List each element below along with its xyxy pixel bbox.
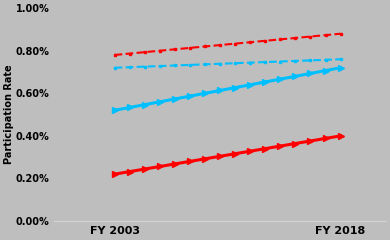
AI/AN Male CLF 2010	[323, 34, 328, 36]
AI/AN Female CLF 2010	[218, 62, 222, 65]
AI/AN Female Senior	[127, 106, 132, 109]
AI/AN Male CLF 2010	[203, 45, 207, 48]
AI/AN Male CLF 2010	[188, 47, 192, 49]
AI/AN Female Senior	[293, 75, 298, 78]
AI/AN Male Senior	[188, 160, 192, 163]
AI/AN Female CLF 2010	[233, 62, 238, 65]
AI/AN Male Senior	[338, 134, 343, 137]
AI/AN Male Senior	[203, 157, 207, 160]
AI/AN Female CLF 2010	[112, 66, 117, 69]
AI/AN Male CLF 2010	[142, 51, 147, 54]
AI/AN Female CLF 2010	[338, 58, 343, 61]
AI/AN Female CLF 2010	[188, 63, 192, 66]
AI/AN Male Senior	[308, 139, 313, 142]
AI/AN Female CLF 2010	[203, 63, 207, 66]
AI/AN Male Senior	[158, 165, 162, 168]
AI/AN Male Senior	[263, 147, 268, 150]
AI/AN Female CLF 2010	[323, 58, 328, 61]
AI/AN Male Senior	[323, 137, 328, 140]
AI/AN Male Senior	[248, 150, 253, 153]
AI/AN Male Senior	[293, 142, 298, 145]
AI/AN Female CLF 2010	[263, 61, 268, 64]
AI/AN Female CLF 2010	[278, 60, 283, 63]
AI/AN Male Senior	[127, 170, 132, 173]
AI/AN Female CLF 2010	[142, 65, 147, 68]
AI/AN Male Senior	[142, 168, 147, 170]
Line: AI/AN Male CLF 2010: AI/AN Male CLF 2010	[113, 32, 342, 56]
AI/AN Female Senior	[158, 100, 162, 103]
Line: AI/AN Female CLF 2010: AI/AN Female CLF 2010	[113, 58, 342, 69]
AI/AN Male CLF 2010	[172, 48, 177, 51]
AI/AN Female Senior	[172, 97, 177, 100]
AI/AN Female CLF 2010	[158, 65, 162, 67]
Line: AI/AN Female Senior: AI/AN Female Senior	[112, 65, 344, 113]
AI/AN Female Senior	[112, 109, 117, 112]
AI/AN Female Senior	[142, 103, 147, 106]
AI/AN Female CLF 2010	[293, 60, 298, 62]
AI/AN Female CLF 2010	[127, 66, 132, 69]
AI/AN Female CLF 2010	[248, 61, 253, 64]
AI/AN Female Senior	[338, 66, 343, 69]
AI/AN Female Senior	[248, 83, 253, 86]
AI/AN Male CLF 2010	[263, 39, 268, 42]
AI/AN Male CLF 2010	[127, 52, 132, 55]
AI/AN Male Senior	[172, 162, 177, 165]
AI/AN Male CLF 2010	[278, 38, 283, 41]
AI/AN Female Senior	[203, 92, 207, 95]
AI/AN Male Senior	[278, 145, 283, 148]
AI/AN Female Senior	[218, 89, 222, 92]
AI/AN Female CLF 2010	[172, 64, 177, 67]
Line: AI/AN Male Senior: AI/AN Male Senior	[112, 133, 344, 177]
AI/AN Female Senior	[188, 95, 192, 98]
AI/AN Female Senior	[323, 69, 328, 72]
AI/AN Male CLF 2010	[308, 35, 313, 38]
AI/AN Female Senior	[263, 80, 268, 83]
AI/AN Male CLF 2010	[248, 41, 253, 44]
AI/AN Male CLF 2010	[158, 49, 162, 52]
AI/AN Male CLF 2010	[293, 36, 298, 39]
AI/AN Male Senior	[112, 173, 117, 176]
AI/AN Male Senior	[233, 152, 238, 155]
AI/AN Male Senior	[218, 155, 222, 158]
AI/AN Male CLF 2010	[338, 32, 343, 35]
AI/AN Female Senior	[308, 72, 313, 75]
AI/AN Male CLF 2010	[218, 44, 222, 47]
AI/AN Female CLF 2010	[308, 59, 313, 62]
AI/AN Male CLF 2010	[233, 42, 238, 45]
AI/AN Female Senior	[278, 78, 283, 81]
AI/AN Female Senior	[233, 86, 238, 89]
AI/AN Male CLF 2010	[112, 54, 117, 56]
Y-axis label: Participation Rate: Participation Rate	[4, 65, 14, 164]
